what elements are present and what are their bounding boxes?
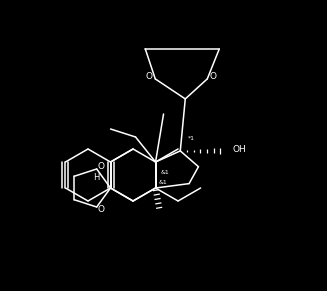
Text: OH: OH [232,146,246,155]
Text: H: H [93,173,100,182]
Text: &1: &1 [159,180,167,185]
Text: O: O [210,72,217,81]
Text: O: O [97,205,104,214]
Text: &1: &1 [161,169,169,175]
Text: O: O [97,162,104,171]
Text: *1: *1 [188,136,195,141]
Text: O: O [146,72,153,81]
